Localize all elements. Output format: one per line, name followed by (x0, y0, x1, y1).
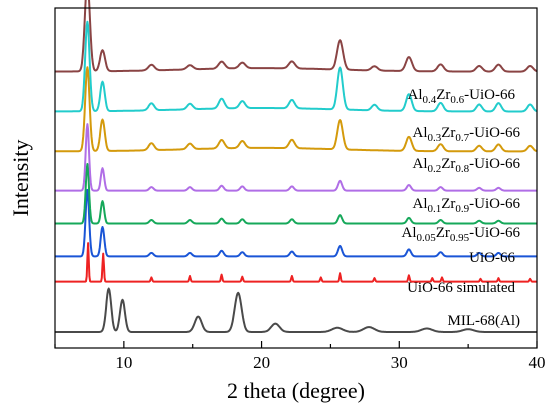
series-line-3 (54, 163, 538, 225)
series-line-1 (54, 242, 538, 283)
plot-frame (54, 7, 538, 349)
x-tick-label-30: 30 (391, 353, 408, 372)
x-axis-title: 2 theta (degree) (227, 378, 365, 403)
series-label-7: Al0.4Zr0.6-UiO-66 (408, 87, 516, 106)
x-tick-label-40: 40 (529, 353, 546, 372)
series-labels: MIL-68(Al) UiO-66 simulated UiO-66 Al0.05Zr… (402, 87, 521, 329)
series-line-7 (54, 0, 538, 73)
series-label-6: Al0.3Zr0.7-UiO-66 (413, 125, 521, 144)
x-tick-label-10: 10 (115, 353, 132, 372)
x-tick-label-20: 20 (253, 353, 270, 372)
y-axis-title: Intensity (8, 140, 33, 217)
x-axis-ticks: 10 20 30 40 (54, 341, 546, 372)
series-label-5: Al0.2Zr0.8-UiO-66 (413, 156, 521, 175)
series-line-4 (54, 123, 538, 192)
series-line-2 (54, 188, 538, 258)
series-label-4: Al0.1Zr0.9-UiO-66 (413, 196, 521, 215)
series-line-5 (54, 66, 538, 153)
series-label-3: Al0.05Zr0.95-UiO-66 (402, 225, 521, 244)
series-label-0: MIL-68(Al) (448, 313, 520, 329)
series-label-1: UiO-66 simulated (407, 280, 515, 296)
series-label-2: UiO-66 (469, 250, 515, 266)
series-line-6 (54, 20, 538, 113)
series-line-0 (54, 287, 538, 333)
series-traces (54, 0, 538, 333)
